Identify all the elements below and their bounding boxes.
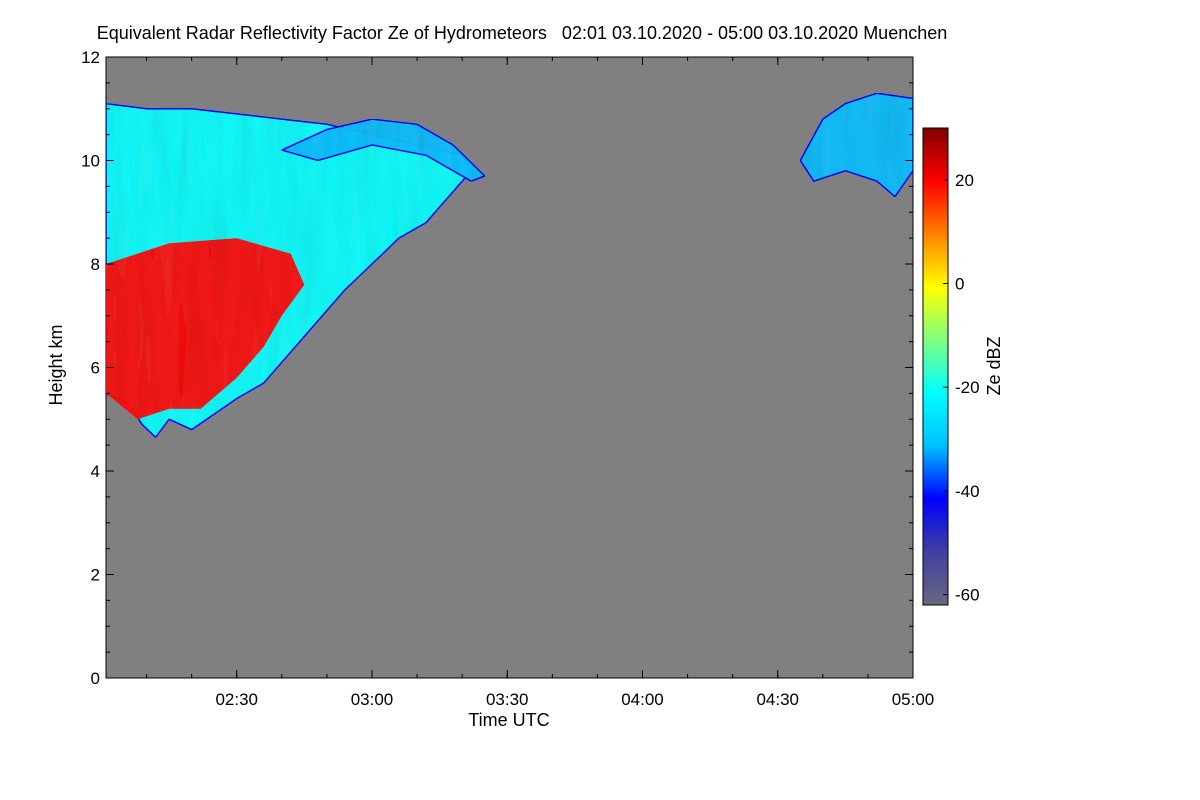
y-tick-label-0: 0: [91, 669, 100, 688]
x-tick-label-1: 03:00: [351, 690, 394, 709]
x-tick-label-4: 04:30: [756, 690, 799, 709]
colorbar-tick-label-2: -20: [955, 378, 980, 397]
colorbar-label: Ze dBZ: [984, 336, 1004, 395]
colorbar-ticks: 20 0 -20 -40 -60: [943, 171, 980, 605]
colorbar: [922, 127, 949, 606]
x-axis-label: Time UTC: [468, 710, 549, 730]
echo-region-4: [799, 92, 913, 198]
y-tick-label-1: 2: [91, 566, 100, 585]
colorbar-tick-label-0: 20: [955, 171, 974, 190]
colorbar-tick-label-1: 0: [955, 275, 964, 294]
y-tick-label-6: 12: [81, 48, 100, 67]
colorbar-tick-label-4: -60: [955, 586, 980, 605]
y-tick-label-5: 10: [81, 152, 100, 171]
x-tick-label-0: 02:30: [215, 690, 258, 709]
echo-region-2: [106, 238, 305, 420]
x-tick-label-3: 04:00: [621, 690, 664, 709]
y-tick-label-3: 6: [91, 359, 100, 378]
chart-title: Equivalent Radar Reflectivity Factor Ze …: [97, 23, 948, 43]
echo-region-3: [279, 118, 487, 183]
x-tick-label-2: 03:30: [486, 690, 529, 709]
y-tick-label-2: 4: [91, 462, 100, 481]
echo-layer: [106, 92, 913, 439]
y-axis-label: Height km: [46, 324, 66, 405]
axes: 02:30 03:00 03:30 04:00 04:30 05:00 0 2 4 6 8 10 12: [81, 48, 934, 709]
colorbar-tick-label-3: -40: [955, 482, 980, 501]
x-tick-label-5: 05:00: [892, 690, 935, 709]
y-tick-label-4: 8: [91, 255, 100, 274]
